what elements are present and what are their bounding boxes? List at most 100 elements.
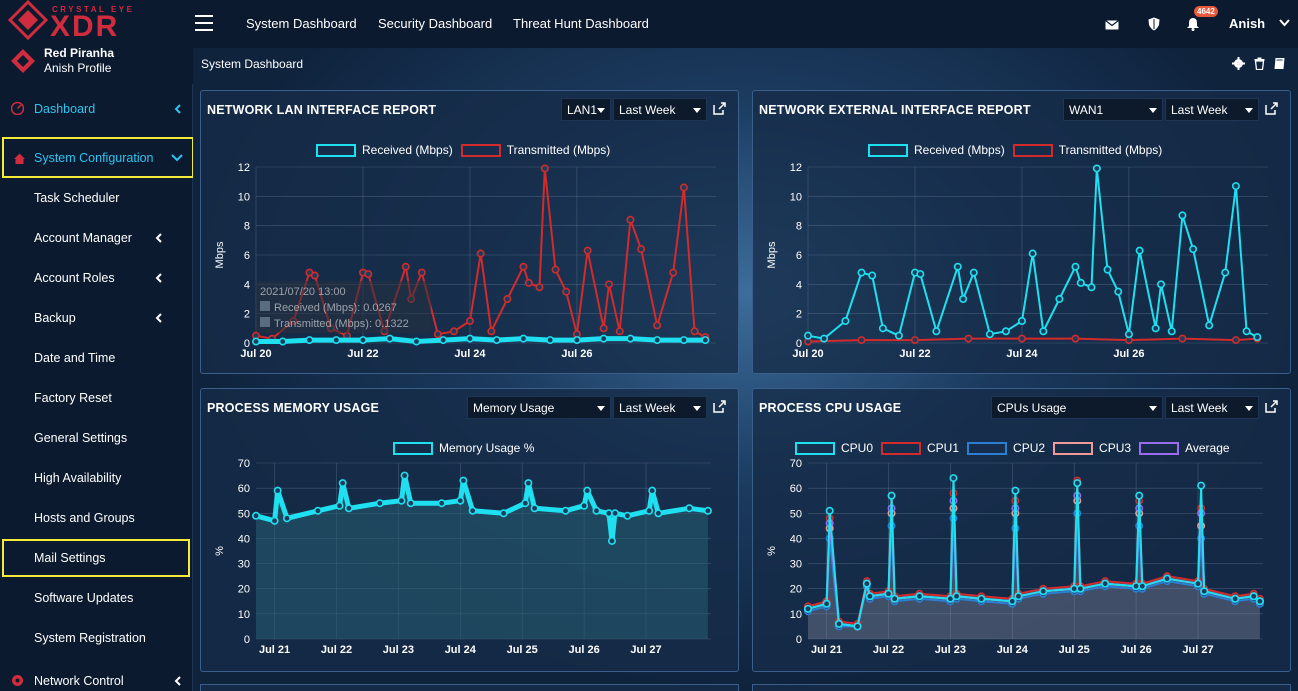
memory-metric-select[interactable]: Memory Usage [467, 396, 611, 419]
external-link-icon[interactable] [713, 400, 726, 413]
sidebar-item-label: Dashboard [34, 102, 96, 116]
data-point [1039, 327, 1048, 336]
select-value: LAN1 [567, 103, 598, 117]
nav-threat-hunt-dashboard[interactable]: Threat Hunt Dashboard [513, 16, 649, 31]
memory-range-select[interactable]: Last Week [613, 396, 707, 419]
legend-item[interactable]: Average [1139, 441, 1230, 455]
trash-icon[interactable] [1253, 57, 1266, 70]
data-point [857, 268, 866, 277]
data-point [969, 268, 978, 277]
book-icon[interactable] [1273, 57, 1286, 70]
data-point [487, 327, 496, 336]
y-tick-label: 30 [790, 559, 802, 571]
sidebar-item-task-scheduler[interactable]: Task Scheduler [0, 178, 193, 218]
sidebar: CRYSTAL EYE XDR Red Piranha Anish Profil… [0, 0, 194, 691]
sidebar-item-system-registration[interactable]: System Registration [0, 618, 193, 658]
legend-item[interactable]: CPU2 [967, 441, 1045, 455]
data-point [953, 262, 962, 271]
chart-legend: Received (Mbps) Transmitted (Mbps) [868, 143, 1170, 157]
data-point [605, 280, 614, 289]
legend-item[interactable]: Received (Mbps) [316, 143, 453, 157]
user-menu[interactable]: Anish [1229, 16, 1290, 31]
mail-icon[interactable] [1105, 18, 1119, 32]
legend-item[interactable]: CPU0 [795, 441, 873, 455]
data-point [607, 536, 616, 545]
legend-item[interactable]: Transmitted (Mbps) [1012, 143, 1163, 157]
data-point [310, 271, 319, 280]
data-point [412, 337, 421, 346]
lan-range-select[interactable]: Last Week [613, 98, 707, 121]
sidebar-item-hosts-and-groups[interactable]: Hosts and Groups [0, 498, 193, 538]
data-point [862, 579, 871, 588]
panel-strip [752, 684, 1291, 691]
data-point [540, 164, 549, 173]
sidebar-item-system-configuration[interactable]: System Configuration [2, 137, 194, 178]
sidebar-item-label: Account Manager [34, 231, 132, 245]
data-point [433, 330, 442, 339]
external-range-select[interactable]: Last Week [1165, 98, 1259, 121]
data-point [949, 474, 958, 483]
x-tick-label: Jul 24 [454, 348, 486, 360]
sidebar-item-account-manager[interactable]: Account Manager [0, 218, 193, 258]
external-interface-select[interactable]: WAN1 [1063, 98, 1163, 121]
data-point [964, 334, 973, 343]
panel-title: PROCESS MEMORY USAGE [207, 401, 380, 415]
sidebar-item-account-roles[interactable]: Account Roles [0, 258, 193, 298]
brand-tagline: CRYSTAL EYE [52, 5, 135, 14]
legend-label: CPU1 [927, 441, 960, 455]
cpu-metric-select[interactable]: CPUs Usage [991, 396, 1163, 419]
lan-interface-select[interactable]: LAN1 [561, 98, 611, 121]
data-point [1103, 265, 1112, 274]
hamburger-menu-icon[interactable] [195, 15, 213, 31]
sidebar-item-date-and-time[interactable]: Date and Time [0, 338, 193, 378]
legend-item[interactable]: Memory Usage % [393, 441, 534, 455]
y-tick-label: 2 [244, 309, 250, 321]
y-axis-label: % [766, 546, 778, 556]
legend-item[interactable]: Received (Mbps) [868, 143, 1005, 157]
x-tick-label: Jul 22 [321, 644, 352, 656]
data-point [645, 506, 654, 515]
sidebar-item-general-settings[interactable]: General Settings [0, 418, 193, 458]
data-point [519, 334, 528, 343]
sidebar-item-software-updates[interactable]: Software Updates [0, 578, 193, 618]
main-content: System Dashboard NETWORK LAN INTERFACE R… [193, 48, 1298, 691]
sidebar-item-mail-settings[interactable]: Mail Settings [2, 539, 190, 577]
legend-item[interactable]: CPU3 [1053, 441, 1131, 455]
sidebar-item-backup[interactable]: Backup [0, 298, 193, 338]
sidebar-item-high-availability[interactable]: High Availability [0, 458, 193, 498]
sidebar-item-label: Mail Settings [34, 551, 106, 565]
data-point [887, 491, 896, 500]
x-tick-label: Jul 22 [347, 348, 378, 360]
sidebar-item-dashboard[interactable]: Dashboard [0, 89, 193, 129]
y-tick-label: 30 [238, 559, 250, 571]
legend-item[interactable]: CPU1 [881, 441, 959, 455]
sidebar-item-network-control[interactable]: Network Control [0, 661, 193, 691]
data-point [599, 334, 608, 343]
data-point [1135, 246, 1144, 255]
chevron-down-icon [171, 154, 183, 162]
select-value: CPUs Usage [997, 401, 1067, 415]
data-point [910, 336, 919, 345]
external-link-icon[interactable] [1265, 102, 1278, 115]
external-link-icon[interactable] [713, 102, 726, 115]
shield-icon[interactable] [1147, 17, 1161, 31]
nav-security-dashboard[interactable]: Security Dashboard [378, 16, 493, 31]
data-point [385, 334, 394, 343]
gear-icon[interactable] [1232, 57, 1245, 70]
brand-header: CRYSTAL EYE XDR Red Piranha Anish Profil… [0, 0, 193, 84]
data-point [397, 496, 406, 505]
cpu-range-select[interactable]: Last Week [1165, 396, 1259, 419]
data-point [1011, 486, 1020, 495]
bell-icon[interactable] [1186, 17, 1200, 31]
nav-system-dashboard[interactable]: System Dashboard [246, 16, 357, 31]
external-link-icon[interactable] [1265, 400, 1278, 413]
legend-label: Transmitted (Mbps) [1058, 143, 1163, 157]
data-point [282, 514, 291, 523]
data-point [580, 501, 589, 510]
legend-item[interactable]: Transmitted (Mbps) [460, 143, 610, 157]
y-tick-label: 6 [244, 250, 250, 262]
sidebar-item-factory-reset[interactable]: Factory Reset [0, 378, 193, 418]
series-area [808, 480, 1260, 639]
y-tick-label: 20 [238, 584, 250, 596]
data-point [417, 268, 426, 277]
